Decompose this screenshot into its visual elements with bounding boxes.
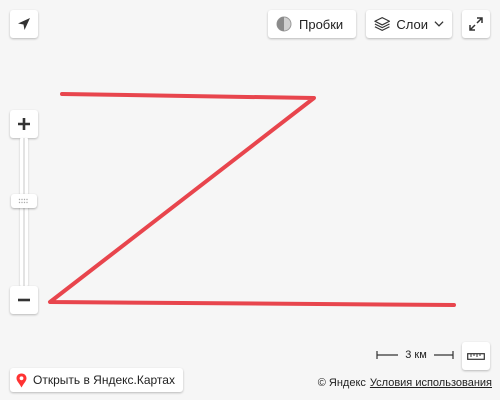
expand-icon — [469, 17, 483, 31]
geolocation-button[interactable] — [10, 10, 38, 38]
ruler-button[interactable] — [462, 342, 490, 370]
ruler-icon — [467, 353, 485, 360]
map-pin-icon — [16, 373, 27, 387]
zoom-out-button[interactable] — [10, 286, 38, 314]
layers-label: Слои — [396, 16, 428, 32]
chevron-down-icon — [434, 21, 444, 27]
layers-icon — [374, 17, 391, 31]
zoom-in-button[interactable] — [10, 110, 38, 138]
traffic-button[interactable]: Пробки — [268, 10, 356, 38]
plus-icon — [18, 118, 30, 130]
zoom-slider-handle[interactable] — [11, 194, 37, 208]
layers-button[interactable]: Слои — [366, 10, 452, 38]
fullscreen-button[interactable] — [462, 10, 490, 38]
traffic-label: Пробки — [299, 16, 344, 32]
minus-icon — [18, 298, 30, 302]
zoom-track-line — [23, 138, 25, 286]
copyright-block: © Яндекс Условия использования — [318, 377, 492, 389]
scale-label: 3 км — [398, 349, 434, 361]
terms-link[interactable]: Условия использования — [369, 377, 492, 389]
open-in-yandex-maps-button[interactable]: Открыть в Яндекс.Картах — [10, 368, 183, 392]
route-line — [48, 92, 456, 307]
traffic-light-icon — [276, 16, 292, 32]
arrow-location-icon — [18, 18, 30, 30]
grip-icon — [18, 198, 28, 204]
copyright-text: © Яндекс — [317, 377, 366, 389]
open-in-yandex-maps-label: Открыть в Яндекс.Картах — [33, 373, 175, 387]
zoom-slider-track[interactable] — [20, 138, 28, 286]
